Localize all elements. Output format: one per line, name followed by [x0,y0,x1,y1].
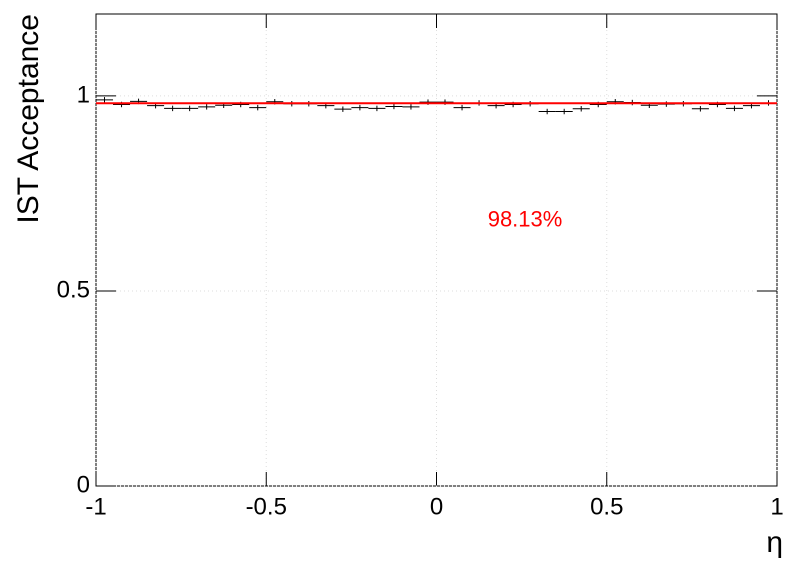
y-tick-label: 1 [77,81,90,108]
x-tick-label: -0.5 [246,493,287,520]
x-tick-label: -1 [85,493,106,520]
y-tick-label: 0.5 [57,276,90,303]
x-tick-label: 0.5 [590,493,623,520]
y-axis-label: IST Acceptance [12,14,45,224]
x-axis-label: η [766,526,783,559]
x-tick-label: 0 [430,493,443,520]
y-tick-label: 0 [77,471,90,498]
x-tick-label: 1 [770,493,783,520]
fit-label: 98.13% [488,207,563,232]
